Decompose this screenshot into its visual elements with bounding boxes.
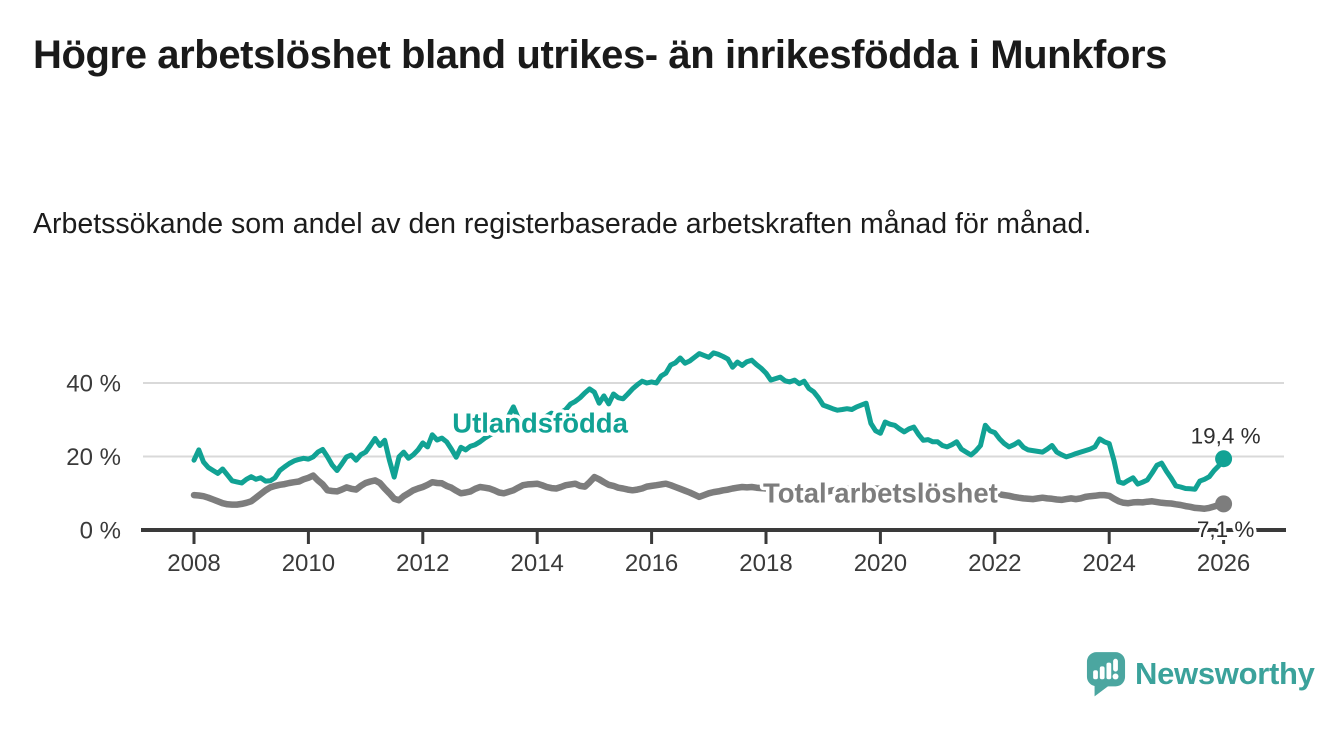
y-axis-label: 20 % bbox=[66, 444, 121, 471]
y-axis-label: 0 % bbox=[80, 518, 121, 545]
newsworthy-logo-icon bbox=[1086, 652, 1126, 697]
logo-bar-small bbox=[1093, 670, 1098, 680]
series-end-dot-utlandsfodda bbox=[1215, 450, 1233, 468]
x-tick-label: 2010 bbox=[282, 550, 335, 577]
series-end-dot-total bbox=[1215, 495, 1233, 513]
x-tick-label: 2020 bbox=[854, 550, 907, 577]
logo-bar-large bbox=[1106, 662, 1112, 680]
logo-exclamation-stroke bbox=[1113, 658, 1118, 672]
x-tick-label: 2018 bbox=[739, 550, 792, 577]
chart-subtitle: Arbetssökande som andel av den registerb… bbox=[33, 208, 1092, 240]
logo-exclamation-dot bbox=[1112, 673, 1119, 680]
chart-title: Högre arbetslöshet bland utrikes- än inr… bbox=[33, 33, 1167, 77]
series-label-utlandsfodda: Utlandsfödda bbox=[452, 408, 628, 439]
y-axis-label: 40 % bbox=[66, 371, 121, 398]
x-tick-label: 2022 bbox=[968, 550, 1021, 577]
x-tick-label: 2012 bbox=[396, 550, 449, 577]
newsworthy-logo: Newsworthy bbox=[1086, 651, 1315, 697]
logo-speech-bubble bbox=[1086, 652, 1126, 697]
series-line-utlandsfodda bbox=[191, 350, 1227, 492]
series-label-total: Total arbetslöshet bbox=[763, 477, 998, 508]
logo-bar-medium bbox=[1099, 666, 1105, 680]
series-end-value-label-utlandsfodda: 19,4 % bbox=[1191, 424, 1261, 449]
x-tick-label: 2014 bbox=[511, 550, 564, 577]
newsworthy-logo-text: Newsworthy bbox=[1135, 656, 1315, 691]
x-tick-label: 2026 bbox=[1197, 550, 1250, 577]
x-tick-label: 2016 bbox=[625, 550, 678, 577]
x-tick-label: 2008 bbox=[167, 550, 220, 577]
series-end-value-label-total: 7,1 % bbox=[1197, 517, 1255, 542]
series-line-total bbox=[190, 472, 1227, 512]
x-tick-label: 2024 bbox=[1083, 550, 1136, 577]
